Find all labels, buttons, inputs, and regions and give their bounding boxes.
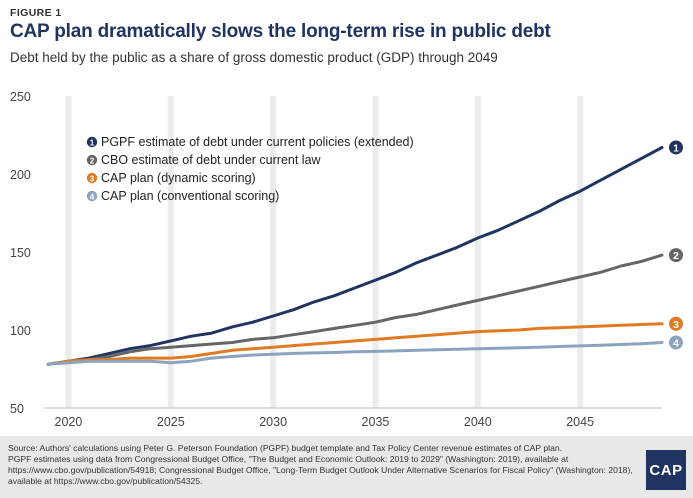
source-footer: Source: Authors' calculations using Pete… — [0, 436, 693, 498]
series-end-marker-label-4: 4 — [673, 337, 679, 349]
series-end-marker-1 — [669, 140, 683, 155]
series-line-4 — [46, 341, 664, 366]
legend-label-2: CBO estimate of debt under current law — [101, 153, 322, 167]
legend-marker-1 — [86, 136, 98, 148]
x-tick-label-2020: 2020 — [55, 415, 83, 429]
source-line-2: PGPF estimates using data from Congressi… — [8, 454, 633, 486]
x-tick-label-2025: 2025 — [157, 415, 185, 429]
legend-label-3: CAP plan (dynamic scoring) — [101, 171, 256, 185]
chart-title: CAP plan dramatically slows the long-ter… — [10, 21, 551, 42]
series-end-marker-2 — [669, 248, 683, 263]
cap-logo: CAP — [646, 450, 686, 490]
series-line-2 — [46, 253, 664, 366]
y-tick-label-50: 50 — [10, 402, 24, 416]
legend-marker-label-1: 1 — [90, 139, 95, 148]
legend-marker-label-2: 2 — [90, 157, 95, 166]
figure-label: FIGURE 1 — [10, 7, 62, 19]
y-tick-label-250: 250 — [10, 90, 31, 104]
y-tick-label-200: 200 — [10, 168, 31, 182]
legend-label-1: PGPF estimate of debt under current poli… — [101, 135, 414, 149]
series-end-marker-label-1: 1 — [673, 142, 679, 154]
series-line-3 — [46, 322, 664, 366]
series-end-marker-4 — [669, 335, 683, 350]
x-tick-label-2045: 2045 — [566, 415, 594, 429]
legend-marker-2 — [86, 154, 98, 166]
legend-marker-label-4: 4 — [90, 193, 95, 202]
line-chart: 50 100 150 200 250 2020 2025 2030 2035 2040 2045 1 2… — [10, 90, 683, 429]
source-notes: Source: Authors' calculations using Pete… — [8, 443, 633, 487]
chart-subtitle: Debt held by the public as a share of gr… — [10, 50, 498, 65]
series-end-marker-3 — [669, 316, 683, 331]
legend-marker-3 — [86, 172, 98, 184]
series-end-marker-label-2: 2 — [673, 250, 679, 262]
legend-label-4: CAP plan (conventional scoring) — [101, 189, 279, 203]
series-end-marker-label-3: 3 — [673, 319, 679, 331]
x-tick-label-2030: 2030 — [259, 415, 287, 429]
source-line-1: Source: Authors' calculations using Pete… — [8, 443, 563, 453]
legend-marker-4 — [86, 190, 98, 202]
y-tick-label-100: 100 — [10, 324, 31, 338]
legend-marker-label-3: 3 — [90, 175, 95, 184]
x-tick-label-2040: 2040 — [464, 415, 492, 429]
series-line-1 — [46, 146, 664, 366]
x-tick-label-2035: 2035 — [362, 415, 390, 429]
y-tick-label-150: 150 — [10, 246, 31, 260]
